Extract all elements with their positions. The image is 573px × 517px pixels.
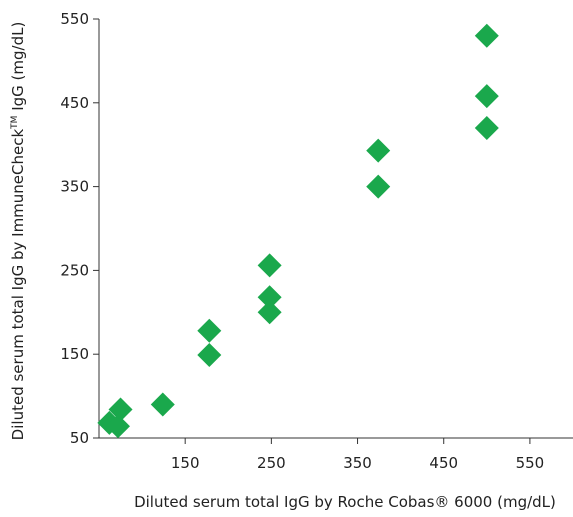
- y-axis-title-unit: IgG (mg/dL): [9, 22, 27, 116]
- y-tick-label: 550: [60, 10, 89, 28]
- data-point: [197, 343, 222, 368]
- y-tick-label: 250: [60, 261, 89, 279]
- y-tick-label: 350: [60, 178, 89, 196]
- x-tick-label: 450: [429, 454, 458, 472]
- x-tick-label: 550: [516, 454, 545, 472]
- x-axis-title: Diluted serum total IgG by Roche Cobas® …: [134, 493, 556, 511]
- data-points: [97, 23, 499, 439]
- data-point: [108, 397, 133, 422]
- x-tick-label: 350: [343, 454, 372, 472]
- data-point: [105, 414, 130, 439]
- y-tick-label: 450: [60, 94, 89, 112]
- x-tick-label: 150: [171, 454, 200, 472]
- data-point: [257, 300, 282, 325]
- y-axis-title-main: Diluted serum total IgG by ImmuneCheck: [9, 129, 27, 441]
- data-point: [150, 392, 175, 417]
- x-tick-label: 250: [257, 454, 286, 472]
- y-ticks: 50 150 250 350 450 550: [60, 10, 99, 447]
- data-point: [366, 174, 391, 199]
- y-axis-title-superscript: TM: [10, 116, 20, 130]
- y-tick-label: 150: [60, 345, 89, 363]
- data-point: [474, 23, 499, 48]
- data-point: [366, 138, 391, 163]
- y-tick-label: 50: [70, 429, 89, 447]
- x-ticks: 150 250 350 450 550: [171, 438, 544, 472]
- data-point: [257, 285, 282, 310]
- data-point: [474, 115, 499, 140]
- axes: [98, 19, 573, 439]
- data-point: [257, 253, 282, 278]
- y-axis-title: Diluted serum total IgG by ImmuneCheckTM…: [9, 22, 27, 441]
- data-point: [197, 318, 222, 343]
- data-point: [474, 84, 499, 109]
